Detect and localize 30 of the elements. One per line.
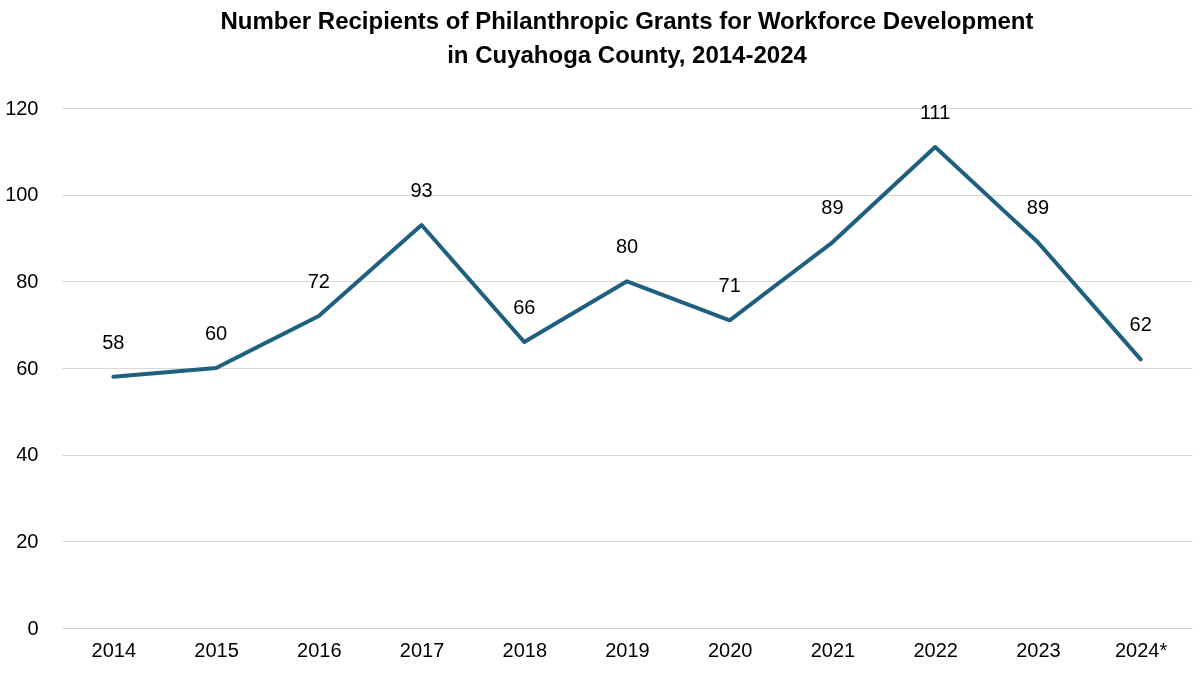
x-tick-label: 2024* bbox=[1115, 638, 1168, 661]
y-tick-label: 0 bbox=[27, 616, 39, 639]
y-tick-label: 80 bbox=[16, 269, 39, 292]
x-tick-label: 2015 bbox=[194, 638, 239, 661]
y-tick-label: 20 bbox=[16, 529, 39, 552]
x-tick-label: 2018 bbox=[502, 638, 548, 661]
x-tick-label: 2020 bbox=[707, 638, 753, 661]
data-label: 72 bbox=[307, 270, 330, 292]
data-label: 60 bbox=[204, 322, 228, 344]
data-label: 80 bbox=[615, 235, 639, 258]
x-tick-label: 2017 bbox=[399, 638, 445, 661]
data-label: 111 bbox=[919, 101, 951, 123]
data-label: 93 bbox=[410, 179, 433, 201]
data-label: 89 bbox=[821, 196, 844, 219]
data-label: 89 bbox=[1026, 196, 1050, 219]
chart-title: Number Recipients of Philanthropic Grants for Workforce Development in Cuyahoga County, 2014-2024 bbox=[220, 7, 1034, 68]
data-label: 62 bbox=[1129, 313, 1152, 336]
y-tick-label: 120 bbox=[5, 96, 39, 119]
y-tick-label: 60 bbox=[16, 356, 39, 379]
x-tick-label: 2016 bbox=[297, 638, 342, 661]
y-tick-label: 40 bbox=[16, 443, 39, 466]
data-label: 66 bbox=[513, 296, 536, 318]
data-label: 71 bbox=[718, 274, 741, 297]
x-tick-label: 2021 bbox=[810, 638, 856, 661]
y-tick-label: 100 bbox=[5, 183, 39, 206]
x-tick-label: 2019 bbox=[605, 638, 650, 661]
x-tick-label: 2014 bbox=[91, 638, 137, 661]
x-tick-label: 2023 bbox=[1016, 638, 1061, 661]
data-label: 58 bbox=[102, 330, 125, 353]
x-tick-label: 2022 bbox=[913, 638, 958, 661]
